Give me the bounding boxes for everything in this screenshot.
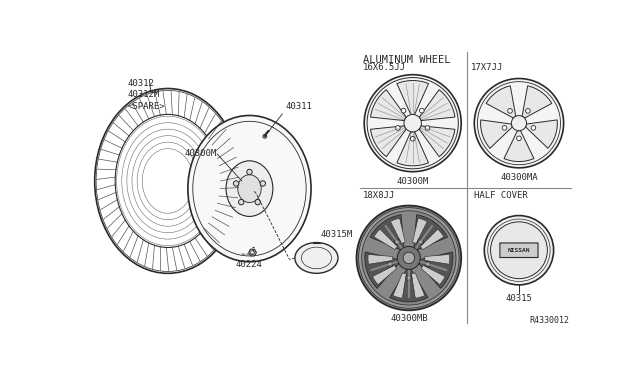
Text: 40300M: 40300M [184, 150, 216, 158]
Circle shape [419, 108, 424, 113]
Circle shape [508, 109, 513, 113]
Circle shape [387, 261, 393, 267]
Polygon shape [397, 81, 429, 115]
Polygon shape [374, 229, 397, 250]
Text: NISSAN: NISSAN [508, 248, 530, 253]
Text: 40300M: 40300M [397, 177, 429, 186]
Text: 40224: 40224 [236, 260, 262, 269]
Polygon shape [525, 120, 557, 148]
Circle shape [410, 137, 415, 141]
Circle shape [388, 263, 392, 266]
Circle shape [263, 134, 267, 138]
Circle shape [362, 211, 456, 305]
Polygon shape [390, 269, 428, 302]
Circle shape [356, 206, 461, 310]
Text: 40312
40312M
<SPARE>: 40312 40312M <SPARE> [128, 78, 165, 111]
Circle shape [404, 115, 421, 132]
Circle shape [234, 181, 239, 186]
Polygon shape [481, 120, 513, 148]
Text: ALUMINUM WHEEL: ALUMINUM WHEEL [363, 55, 450, 65]
Polygon shape [397, 132, 429, 166]
Circle shape [531, 125, 536, 130]
Polygon shape [414, 215, 447, 250]
Circle shape [426, 263, 429, 266]
Polygon shape [412, 273, 425, 298]
Circle shape [419, 240, 422, 243]
Polygon shape [419, 90, 455, 121]
Polygon shape [390, 218, 405, 244]
Circle shape [516, 136, 522, 141]
Circle shape [396, 240, 399, 243]
Circle shape [474, 78, 564, 168]
Text: HALF COVER: HALF COVER [474, 191, 528, 200]
Circle shape [397, 246, 420, 269]
Text: 40300MA: 40300MA [500, 173, 538, 182]
Polygon shape [370, 215, 404, 250]
Circle shape [502, 125, 507, 130]
Circle shape [251, 251, 255, 254]
Polygon shape [419, 252, 453, 288]
Polygon shape [372, 265, 397, 285]
Circle shape [396, 126, 400, 130]
Circle shape [403, 252, 415, 264]
Polygon shape [393, 273, 406, 298]
Polygon shape [413, 218, 428, 244]
Circle shape [425, 261, 431, 267]
Circle shape [364, 75, 461, 172]
Text: 40300MB: 40300MB [390, 314, 428, 323]
Circle shape [525, 109, 530, 113]
Text: R4330012: R4330012 [530, 316, 570, 325]
FancyBboxPatch shape [500, 243, 538, 257]
Polygon shape [486, 86, 516, 118]
Polygon shape [368, 254, 393, 264]
Circle shape [418, 239, 424, 245]
Ellipse shape [295, 243, 338, 273]
Circle shape [401, 108, 406, 113]
Polygon shape [420, 229, 444, 250]
Circle shape [247, 169, 252, 174]
Polygon shape [421, 265, 445, 285]
Circle shape [511, 116, 527, 131]
Text: 40315: 40315 [506, 294, 532, 303]
Polygon shape [425, 254, 450, 264]
Polygon shape [371, 126, 406, 157]
Circle shape [255, 199, 260, 205]
Text: 17X7JJ: 17X7JJ [470, 63, 502, 72]
Circle shape [260, 181, 266, 186]
Circle shape [484, 216, 554, 285]
Circle shape [407, 276, 410, 279]
Circle shape [490, 222, 547, 279]
Circle shape [425, 126, 430, 130]
Ellipse shape [226, 161, 273, 217]
Text: 40315M: 40315M [320, 230, 353, 239]
Text: 16X6.5JJ: 16X6.5JJ [363, 63, 406, 72]
Circle shape [406, 275, 412, 281]
Polygon shape [504, 131, 534, 161]
Text: 18X8JJ: 18X8JJ [363, 191, 395, 200]
Circle shape [239, 199, 244, 205]
Polygon shape [371, 90, 406, 121]
Text: 40311: 40311 [285, 102, 312, 111]
Circle shape [358, 208, 459, 308]
Polygon shape [522, 86, 552, 118]
Polygon shape [249, 249, 257, 256]
Polygon shape [365, 252, 399, 288]
Polygon shape [419, 126, 455, 157]
Ellipse shape [188, 115, 311, 262]
Ellipse shape [237, 175, 261, 202]
Circle shape [394, 239, 400, 245]
